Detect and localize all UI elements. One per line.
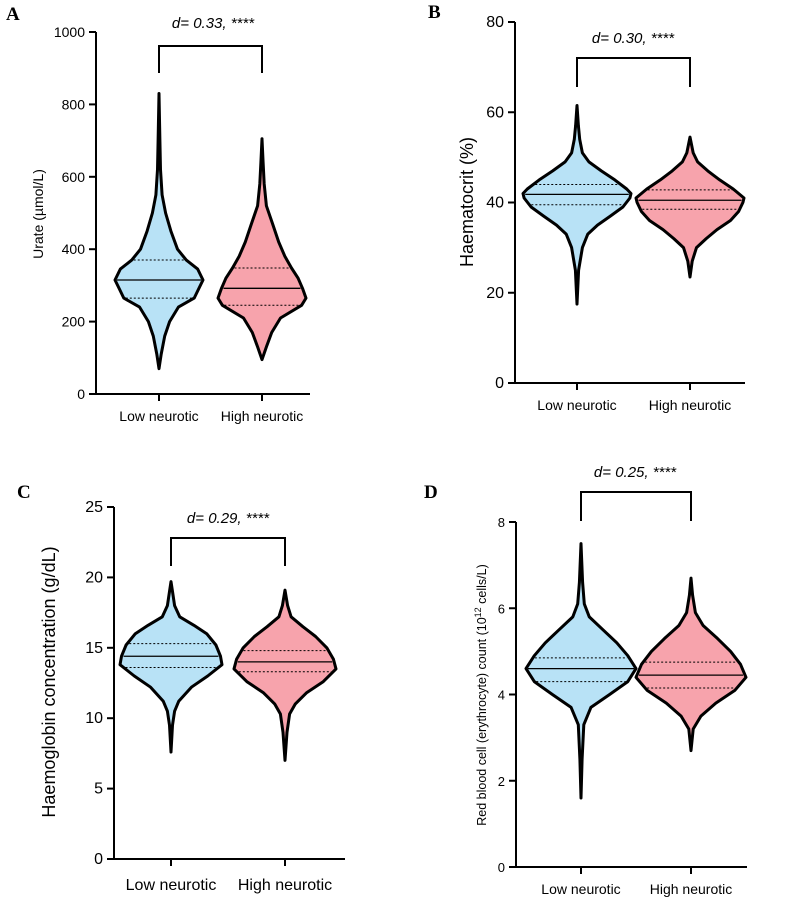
y-tick-label: 400 <box>62 241 86 257</box>
significance-bracket <box>170 537 286 566</box>
panel-label: A <box>6 4 20 25</box>
y-axis-label: Haematocrit (%) <box>457 137 477 267</box>
y-tick-label: 15 <box>85 640 103 657</box>
y-axis-label: Urate (µmol/L) <box>30 169 46 259</box>
y-tick-label: 6 <box>498 601 505 616</box>
x-ticks: Low neurotic High neurotic <box>537 383 731 413</box>
significance-bracket <box>580 491 692 521</box>
panel-d: D Red blood cell (erythrocyte) count (10… <box>424 464 748 897</box>
panel-b: B Haematocrit (%) 0 20 40 60 80 Low neurotic… <box>428 2 746 413</box>
y-tick-label: 1000 <box>54 24 85 40</box>
violin-low-neurotic <box>524 542 638 800</box>
y-tick-label: 8 <box>498 515 505 530</box>
y-tick-label: 0 <box>77 386 85 402</box>
violins <box>521 104 746 306</box>
violin-high-neurotic <box>634 576 748 753</box>
y-ticks: 0 2 4 6 8 <box>498 515 516 875</box>
y-tick-label: 20 <box>486 285 504 302</box>
y-tick-label: 4 <box>498 688 505 703</box>
y-ticks: 0 5 10 15 20 25 <box>85 499 114 868</box>
y-tick-label: 600 <box>62 169 86 185</box>
y-ticks: 0 20 40 60 80 <box>486 14 515 392</box>
x-tick-label: Low neurotic <box>119 408 198 424</box>
x-tick-label: High neurotic <box>649 397 732 413</box>
violin-low-neurotic <box>118 580 224 754</box>
y-axis-label: Red blood cell (erythrocyte) count (1012… <box>473 564 489 826</box>
y-tick-label: 2 <box>498 774 505 789</box>
y-tick-label: 80 <box>486 14 504 31</box>
x-ticks: Low neurotic High neurotic <box>119 394 303 424</box>
y-tick-label: 0 <box>498 860 505 875</box>
effect-size-annotation: d= 0.33, **** <box>172 15 255 32</box>
panel-a: A Urate (µmol/L) 0 200 400 600 800 1000 Low n… <box>6 4 310 424</box>
y-tick-label: 25 <box>85 499 103 516</box>
x-ticks: Low neurotic High neurotic <box>541 867 732 897</box>
violins <box>113 92 308 371</box>
violin-low-neurotic <box>113 92 205 371</box>
x-tick-label: Low neurotic <box>537 397 616 413</box>
effect-size-annotation: d= 0.30, **** <box>592 30 675 47</box>
panel-label: C <box>17 482 31 503</box>
violins <box>524 542 748 800</box>
x-tick-label: Low neurotic <box>541 881 620 897</box>
effect-size-annotation: d= 0.25, **** <box>594 464 677 481</box>
y-tick-label: 5 <box>94 781 103 798</box>
x-tick-label: High neurotic <box>221 408 304 424</box>
violin-high-neurotic <box>232 588 338 762</box>
panel-label: B <box>428 2 441 23</box>
significance-bracket <box>576 57 691 87</box>
violins <box>118 580 338 762</box>
x-tick-label: Low neurotic <box>126 877 217 894</box>
y-tick-label: 200 <box>62 314 86 330</box>
y-tick-label: 20 <box>85 569 103 586</box>
x-tick-label: High neurotic <box>238 877 332 894</box>
x-tick-label: High neurotic <box>650 881 733 897</box>
violin-high-neurotic <box>634 135 746 279</box>
y-tick-label: 0 <box>495 375 504 392</box>
y-tick-label: 40 <box>486 195 504 212</box>
y-tick-label: 10 <box>85 710 103 727</box>
y-tick-label: 60 <box>486 104 504 121</box>
y-tick-label: 800 <box>62 96 86 112</box>
effect-size-annotation: d= 0.29, **** <box>187 510 270 527</box>
y-ticks: 0 200 400 600 800 1000 <box>54 24 96 402</box>
violin-high-neurotic <box>216 137 308 362</box>
y-axis-label: Haemoglobin concentration (g/dL) <box>39 546 59 817</box>
panel-c: C Haemoglobin concentration (g/dL) 0 5 10 1… <box>17 482 345 894</box>
panel-label: D <box>424 482 438 503</box>
y-tick-label: 0 <box>94 851 103 868</box>
significance-bracket <box>158 45 263 73</box>
x-ticks: Low neurotic High neurotic <box>126 859 332 894</box>
